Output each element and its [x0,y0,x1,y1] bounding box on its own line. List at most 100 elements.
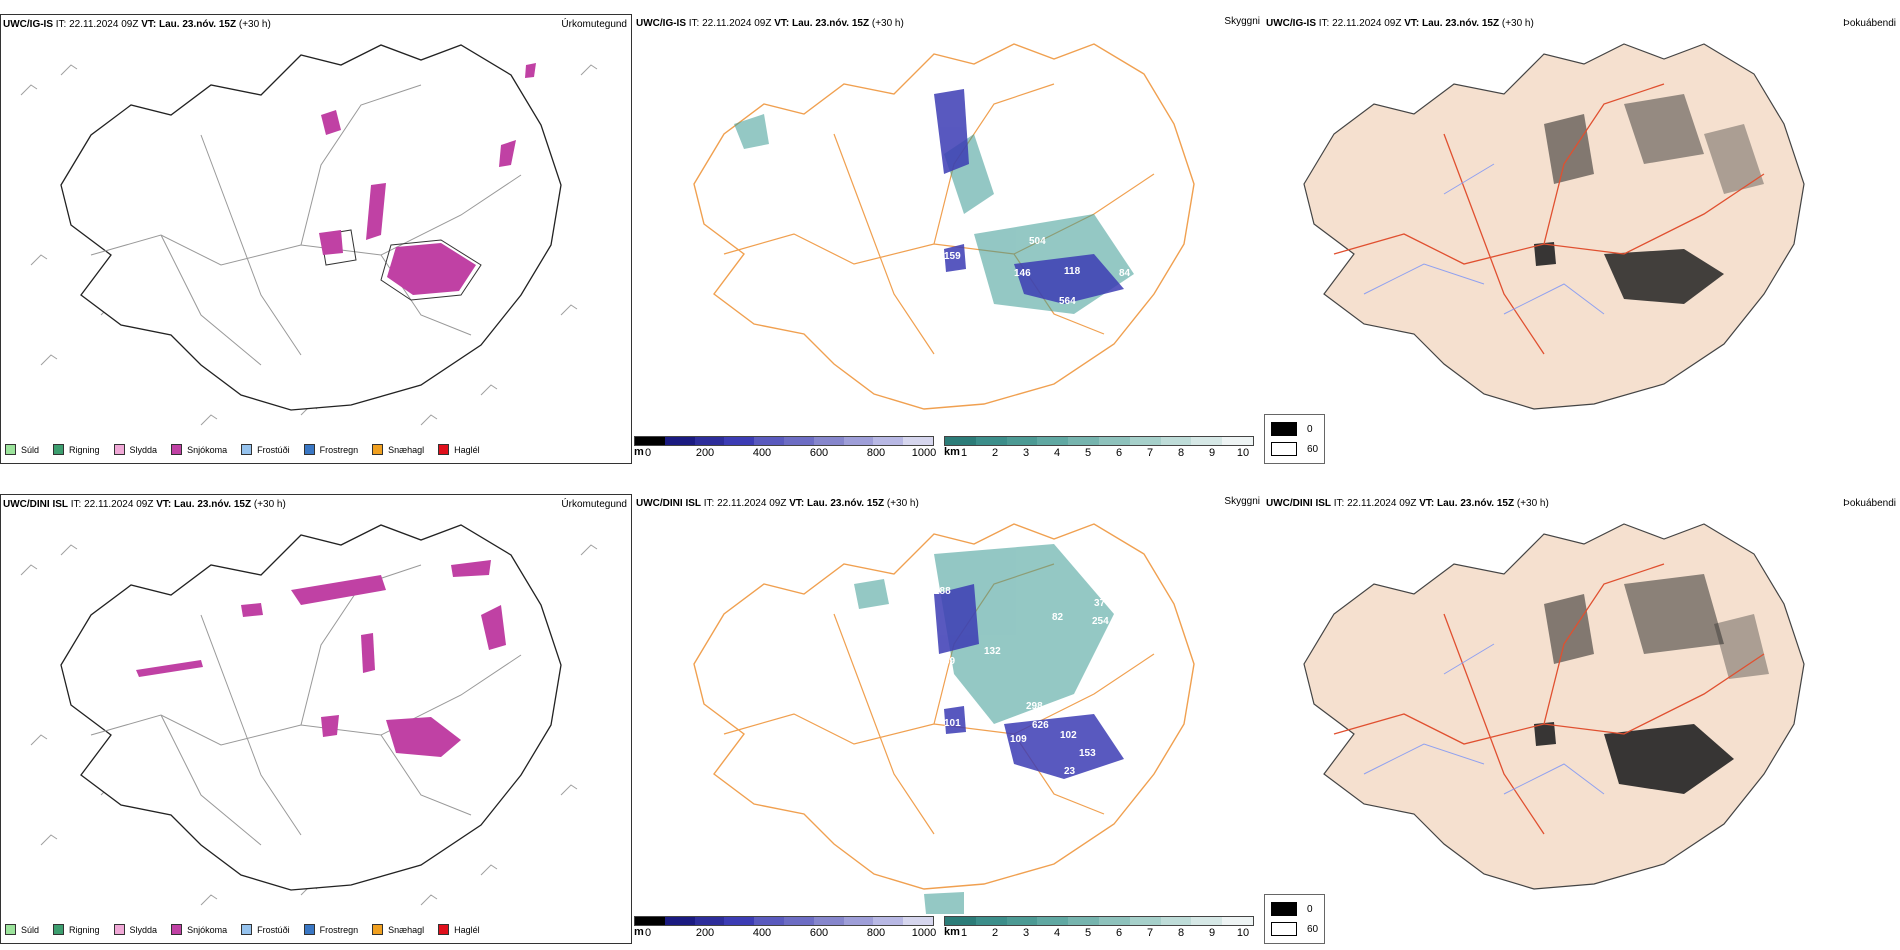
cloud-tick: 0 [644,447,652,459]
legend-swatch-slydda [113,924,125,935]
legend-item-slydda: Slydda [113,444,157,455]
cloud-tick: 200 [695,927,715,939]
vis-tick: 10 [1236,447,1250,459]
fog-swatch-black [1271,422,1297,436]
vis-tick: 1 [960,447,968,459]
cloud-tick: 0 [644,927,652,939]
cloud-label: 298 [1026,701,1043,712]
cloud-label: 188 [934,586,951,597]
cloud-label: 109 [1010,734,1027,745]
vis-tick: 3 [1022,447,1030,459]
vis-tick: 2 [991,927,999,939]
cloud-title-row2: UWC/DINI ISL IT: 22.11.2024 09Z VT: Lau.… [636,498,919,509]
vis-tick: 5 [1084,927,1092,939]
legend-swatch-snjokoma [171,924,183,935]
fog-map-row2 [1303,523,1805,890]
roads [723,563,1155,835]
legend-item-frostregn: Frostregn [303,444,358,455]
cloud-vis-panel-row2: UWC/DINI ISL IT: 22.11.2024 09Z VT: Lau.… [634,494,1270,944]
cloud-tick: 600 [809,447,829,459]
rivers [1363,643,1605,795]
cloud-base-areas [934,89,1124,304]
cloud-tick: 800 [866,927,886,939]
cloud-labels: 159 146 118 84 504 564 157 [944,206,1131,307]
vis-tick: 2 [991,447,999,459]
cloud-labels: 101 109 102 153 105 23 626 298 132 89 18… [914,580,1136,777]
fog-legend-row2: 0 60 [1264,894,1326,944]
vis-tick: 9 [1208,927,1216,939]
fog-value: 60 [1307,443,1319,455]
precip-type-label-row1: Úrkomutegund [561,19,627,30]
legend-swatch-snaehagl [372,924,384,935]
vis-tick: 5 [1084,447,1092,459]
cloud-label: 254 [1092,616,1109,627]
vis-tick: 6 [1115,447,1123,459]
legend-item-hagl: Haglél [438,444,480,455]
cloud-label: 105 [1119,732,1136,743]
vis-unit: km [944,926,960,938]
precip-map-row2 [20,524,598,906]
fog-value: 0 [1307,903,1313,915]
visibility-label-row1: Skyggni [1224,16,1260,27]
iceland-coast [1303,43,1805,410]
legend-swatch-hagl [438,444,450,455]
fog-swatch-white [1271,922,1297,936]
fog-shading [1534,574,1769,794]
vis-tick: 8 [1177,447,1185,459]
precip-legend-row1: Súld Rigning Slydda Snjókoma Frostúði Fr… [5,444,480,455]
cloud-unit: m [634,446,644,458]
fog-swatch-black [1271,902,1297,916]
cloud-label: 564 [1059,296,1076,307]
fog-value: 0 [1307,423,1313,435]
precip-map-row1 [20,44,598,426]
precip-title-row1: UWC/IG-IS IT: 22.11.2024 09Z VT: Lau. 23… [3,19,271,30]
fog-legend-row: 0 [1271,419,1318,439]
precip-panel-row1: UWC/IG-IS IT: 22.11.2024 09Z VT: Lau. 23… [0,14,632,464]
fog-swatch-white [1271,442,1297,456]
fog-index-label-row1: Þokuábendi [1843,18,1896,29]
legend-item-snjokoma: Snjókoma [171,924,227,935]
cloud-tick: 1000 [911,447,937,459]
legend-item-frostudi: Frostúði [241,924,290,935]
legend-item-frostudi: Frostúði [241,444,290,455]
vis-tick: 10 [1236,927,1250,939]
legend-item-sudd: Súld [5,444,39,455]
legend-swatch-slydda [113,444,125,455]
fog-legend-row: 0 [1271,899,1318,919]
cloud-label: 37 [1094,598,1106,609]
snow-areas [136,560,506,757]
cloud-colorbar-swatches [634,916,934,926]
cloud-colorbar-ticks: m 0 200 400 600 800 1000 [634,926,936,940]
legend-swatch-snjokoma [171,444,183,455]
cloud-tick: 200 [695,447,715,459]
vis-tick: 3 [1022,927,1030,939]
cloud-colorbar-row1: m 0 200 400 600 800 1000 [634,436,937,460]
visibility-areas [854,544,1114,914]
vis-tick: 6 [1115,927,1123,939]
cloud-label: 89 [944,656,956,667]
legend-item-rigning: Rigning [53,924,100,935]
legend-swatch-snaehagl [372,444,384,455]
fog-title-row1: UWC/IG-IS IT: 22.11.2024 09Z VT: Lau. 23… [1266,18,1534,29]
vis-unit: km [944,446,960,458]
cloud-title-row1: UWC/IG-IS IT: 22.11.2024 09Z VT: Lau. 23… [636,18,904,29]
cloud-label: 101 [944,718,961,729]
legend-item-snaehagl: Snæhagl [372,444,424,455]
cloud-label: 157 [1049,206,1066,217]
cloud-label: 82 [1052,612,1064,623]
roads [90,564,522,846]
vis-tick: 1 [960,927,968,939]
precip-type-label-row2: Úrkomutegund [561,499,627,510]
legend-swatch-frostregn [303,444,315,455]
vis-tick: 4 [1053,927,1061,939]
cloud-vis-panel-row1: UWC/IG-IS IT: 22.11.2024 09Z VT: Lau. 23… [634,14,1270,464]
cloud-label: 132 [984,646,1001,657]
fog-title-row2: UWC/DINI ISL IT: 22.11.2024 09Z VT: Lau.… [1266,498,1549,509]
fog-legend-row: 60 [1271,919,1318,939]
vis-colorbar-row2: km 1 2 3 4 5 6 7 8 9 10 [944,916,1254,940]
legend-swatch-rigning [53,444,65,455]
roads [1333,83,1765,355]
cloud-label: 626 [1032,720,1049,731]
rivers [1363,163,1605,315]
cloud-label: 118 [1064,266,1081,277]
